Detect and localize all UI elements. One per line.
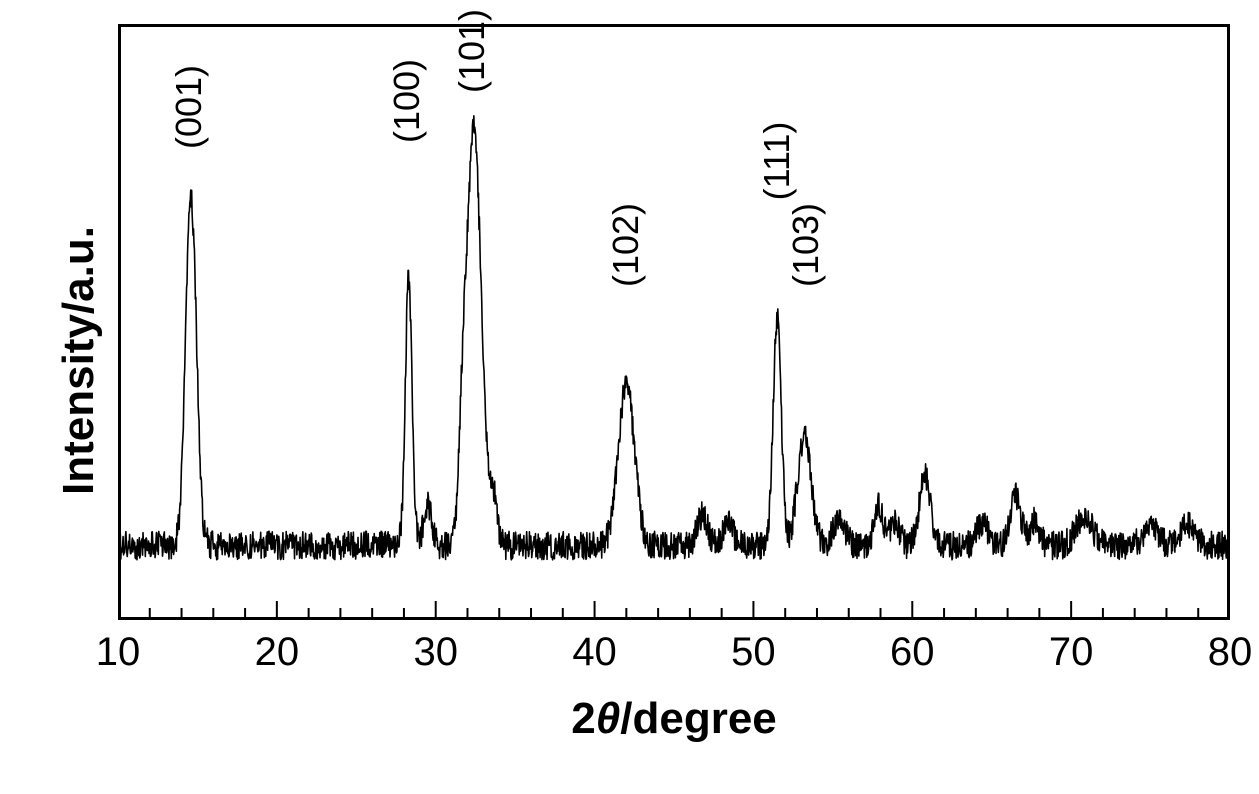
plot-svg <box>118 24 1230 620</box>
plot-area <box>118 24 1230 620</box>
x-tick-label: 50 <box>723 630 783 675</box>
x-tick-label: 60 <box>882 630 942 675</box>
x-tick-label: 80 <box>1200 630 1259 675</box>
peak-label: (103) <box>788 180 824 310</box>
peak-label: (102) <box>608 180 644 310</box>
peak-label: (101) <box>454 0 490 116</box>
x-tick-label: 30 <box>406 630 466 675</box>
peak-label: (100) <box>389 36 425 166</box>
x-tick-label: 10 <box>88 630 148 675</box>
peak-label: (001) <box>171 42 207 172</box>
x-tick-label: 40 <box>565 630 625 675</box>
xrd-chart: Intensity/a.u. 2θ/degree 10 20 30 40 50 60 70 8… <box>0 0 1259 794</box>
x-tick-label: 20 <box>247 630 307 675</box>
x-axis-label: 2θ/degree <box>0 694 1259 744</box>
x-tick-label: 70 <box>1041 630 1101 675</box>
y-axis-label: Intensity/a.u. <box>54 226 104 495</box>
